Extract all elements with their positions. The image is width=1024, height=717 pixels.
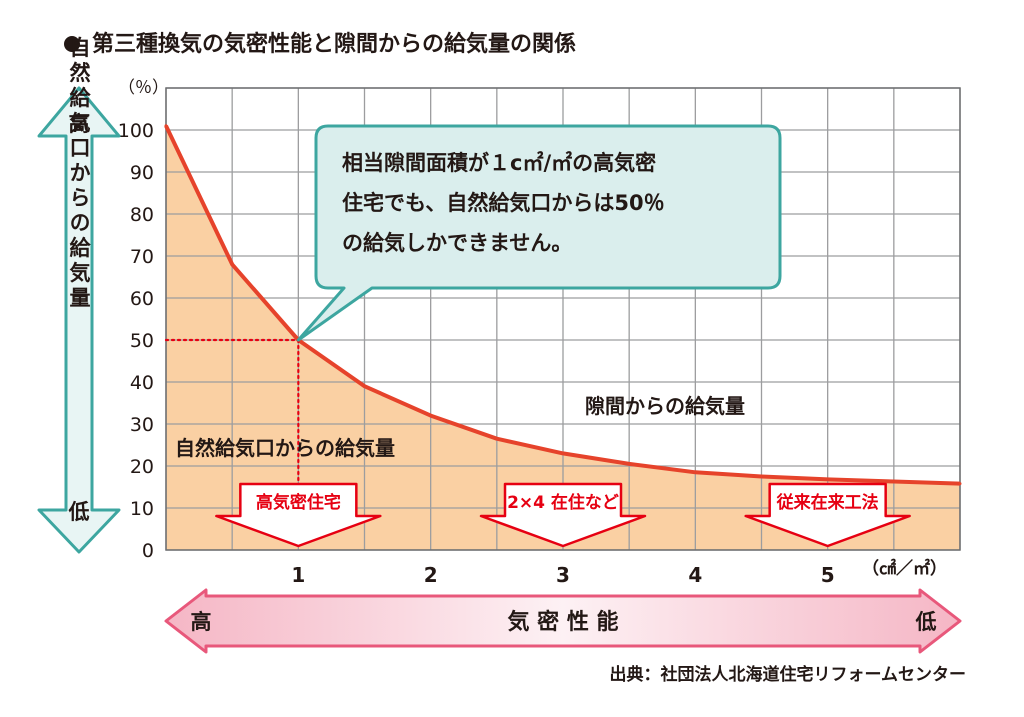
data-point: [495, 437, 499, 441]
x-unit-label: （㎠／㎡）: [862, 558, 947, 579]
data-point: [429, 414, 433, 418]
y-tick-label: 60: [130, 288, 154, 310]
category-arrow: [215, 482, 382, 548]
plot-border: [165, 87, 961, 551]
y-tick-label: 20: [130, 456, 154, 478]
category-label: 高気密住宅: [256, 492, 341, 513]
data-point: [561, 451, 565, 455]
x-axis-banner-high: 高: [191, 610, 212, 634]
data-point: [230, 262, 234, 266]
category-label: 2×4 在住など: [507, 492, 619, 513]
data-point: [164, 124, 168, 128]
y-axis-high-label: 高: [69, 112, 90, 136]
chart-title-text: 第三種換気の気密性能と隙間からの給気量の関係: [92, 32, 577, 57]
y-axis-double-arrow: [37, 86, 121, 554]
chart-title: 第三種換気の気密性能と隙間からの給気量の関係: [64, 26, 576, 58]
x-tick-label: 3: [556, 563, 570, 587]
y-axis-title: 自然給気口からの給気量: [67, 36, 91, 312]
y-tick-label: 90: [130, 162, 154, 184]
callout-bubble: [296, 124, 782, 342]
y-tick-label: 70: [130, 246, 154, 268]
data-point: [363, 384, 366, 388]
y-tick-label: 0: [142, 540, 154, 562]
y-tick-label: 50: [130, 330, 154, 352]
data-point: [826, 477, 830, 481]
x-tick-label: 5: [821, 563, 835, 587]
y-tick-label: 10: [130, 498, 154, 520]
callout-text-line: 相当隙間面積が１c㎡/㎡の高気密: [342, 151, 656, 175]
area-label-gap: 隙間からの給気量: [585, 394, 745, 418]
y-tick-label: 100: [118, 120, 154, 142]
area-label-natural-inlet: 自然給気口からの給気量: [175, 436, 395, 460]
source-note: 出典：社団法人北海道住宅リフォームセンター: [609, 665, 967, 685]
x-axis-banner-low: 低: [915, 610, 937, 634]
data-point: [958, 482, 962, 486]
callout-text-line: の給気しかできません。: [342, 231, 572, 255]
y-tick-label: 30: [130, 414, 154, 436]
data-point: [892, 480, 896, 484]
category-arrow: [744, 482, 911, 548]
x-tick-label: 1: [291, 563, 305, 587]
y-axis-low-label: 低: [68, 500, 90, 524]
y-tick-label: 40: [130, 372, 154, 394]
data-point: [760, 475, 763, 478]
data-point: [693, 470, 697, 474]
x-tick-label: 2: [424, 563, 438, 587]
category-arrow: [479, 482, 647, 548]
x-tick-label: 4: [688, 563, 702, 587]
x-axis-banner-arrow: [164, 588, 962, 654]
data-point: [627, 462, 631, 466]
y-unit-label: （％）: [118, 78, 169, 98]
callout-text-line: 住宅でも、自然給気口からは50％: [342, 191, 665, 215]
y-tick-label: 80: [130, 204, 154, 226]
category-label: 従来在来工法: [776, 492, 879, 513]
bullet-dot-icon: [64, 36, 80, 52]
x-axis-banner-label: 気 密 性 能: [508, 609, 619, 635]
